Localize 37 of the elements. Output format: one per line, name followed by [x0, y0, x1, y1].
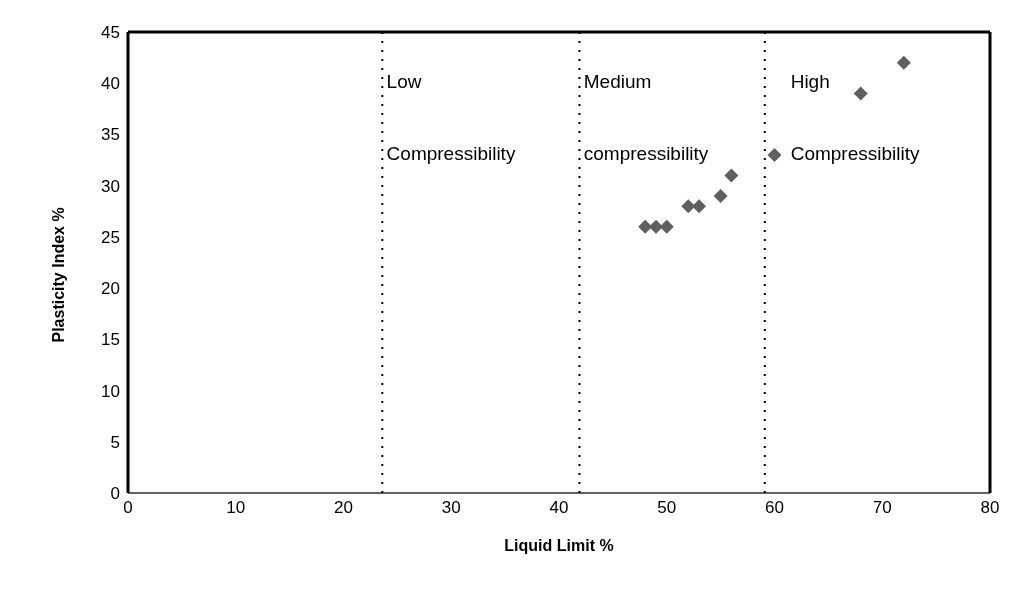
- x-tick-label: 20: [334, 498, 353, 518]
- y-tick-label: 0: [110, 484, 120, 504]
- annotation: High: [790, 71, 830, 93]
- point: [692, 199, 707, 214]
- y-tick-label: 5: [110, 432, 120, 452]
- point: [724, 168, 739, 183]
- annotation: compressibility: [583, 142, 709, 164]
- y-tick-label: 20: [101, 279, 120, 299]
- point: [853, 86, 868, 101]
- point: [638, 219, 653, 234]
- y-tick-label: 40: [101, 74, 120, 94]
- y-tick-label: 30: [101, 176, 120, 196]
- x-tick-label: 10: [226, 498, 246, 518]
- y-tick-label: 15: [101, 330, 120, 350]
- point: [648, 219, 663, 234]
- x-tick-label: 30: [441, 498, 461, 518]
- point: [896, 55, 911, 70]
- point: [659, 219, 674, 234]
- annotation: Compressibility: [386, 142, 516, 164]
- point: [713, 188, 728, 203]
- point: [681, 199, 696, 214]
- x-axis-title: Liquid Limit %: [504, 537, 614, 554]
- point: [767, 147, 782, 162]
- x-tick-label: 70: [872, 498, 892, 518]
- x-tick-label: 50: [657, 498, 677, 518]
- y-tick-label: 45: [101, 23, 120, 43]
- y-axis-title: Plasticity Index %: [49, 207, 67, 343]
- annotation: Medium: [583, 71, 652, 93]
- y-tick-label: 10: [101, 381, 120, 401]
- annotation: Low: [386, 71, 422, 93]
- y-tick-label: 25: [101, 227, 120, 247]
- x-tick-label: 0: [123, 498, 133, 518]
- x-tick-label: 80: [980, 498, 1000, 518]
- y-tick-label: 35: [101, 125, 120, 145]
- annotation: Compressibility: [790, 142, 920, 164]
- x-tick-label: 40: [549, 498, 569, 518]
- x-tick-label: 60: [765, 498, 784, 518]
